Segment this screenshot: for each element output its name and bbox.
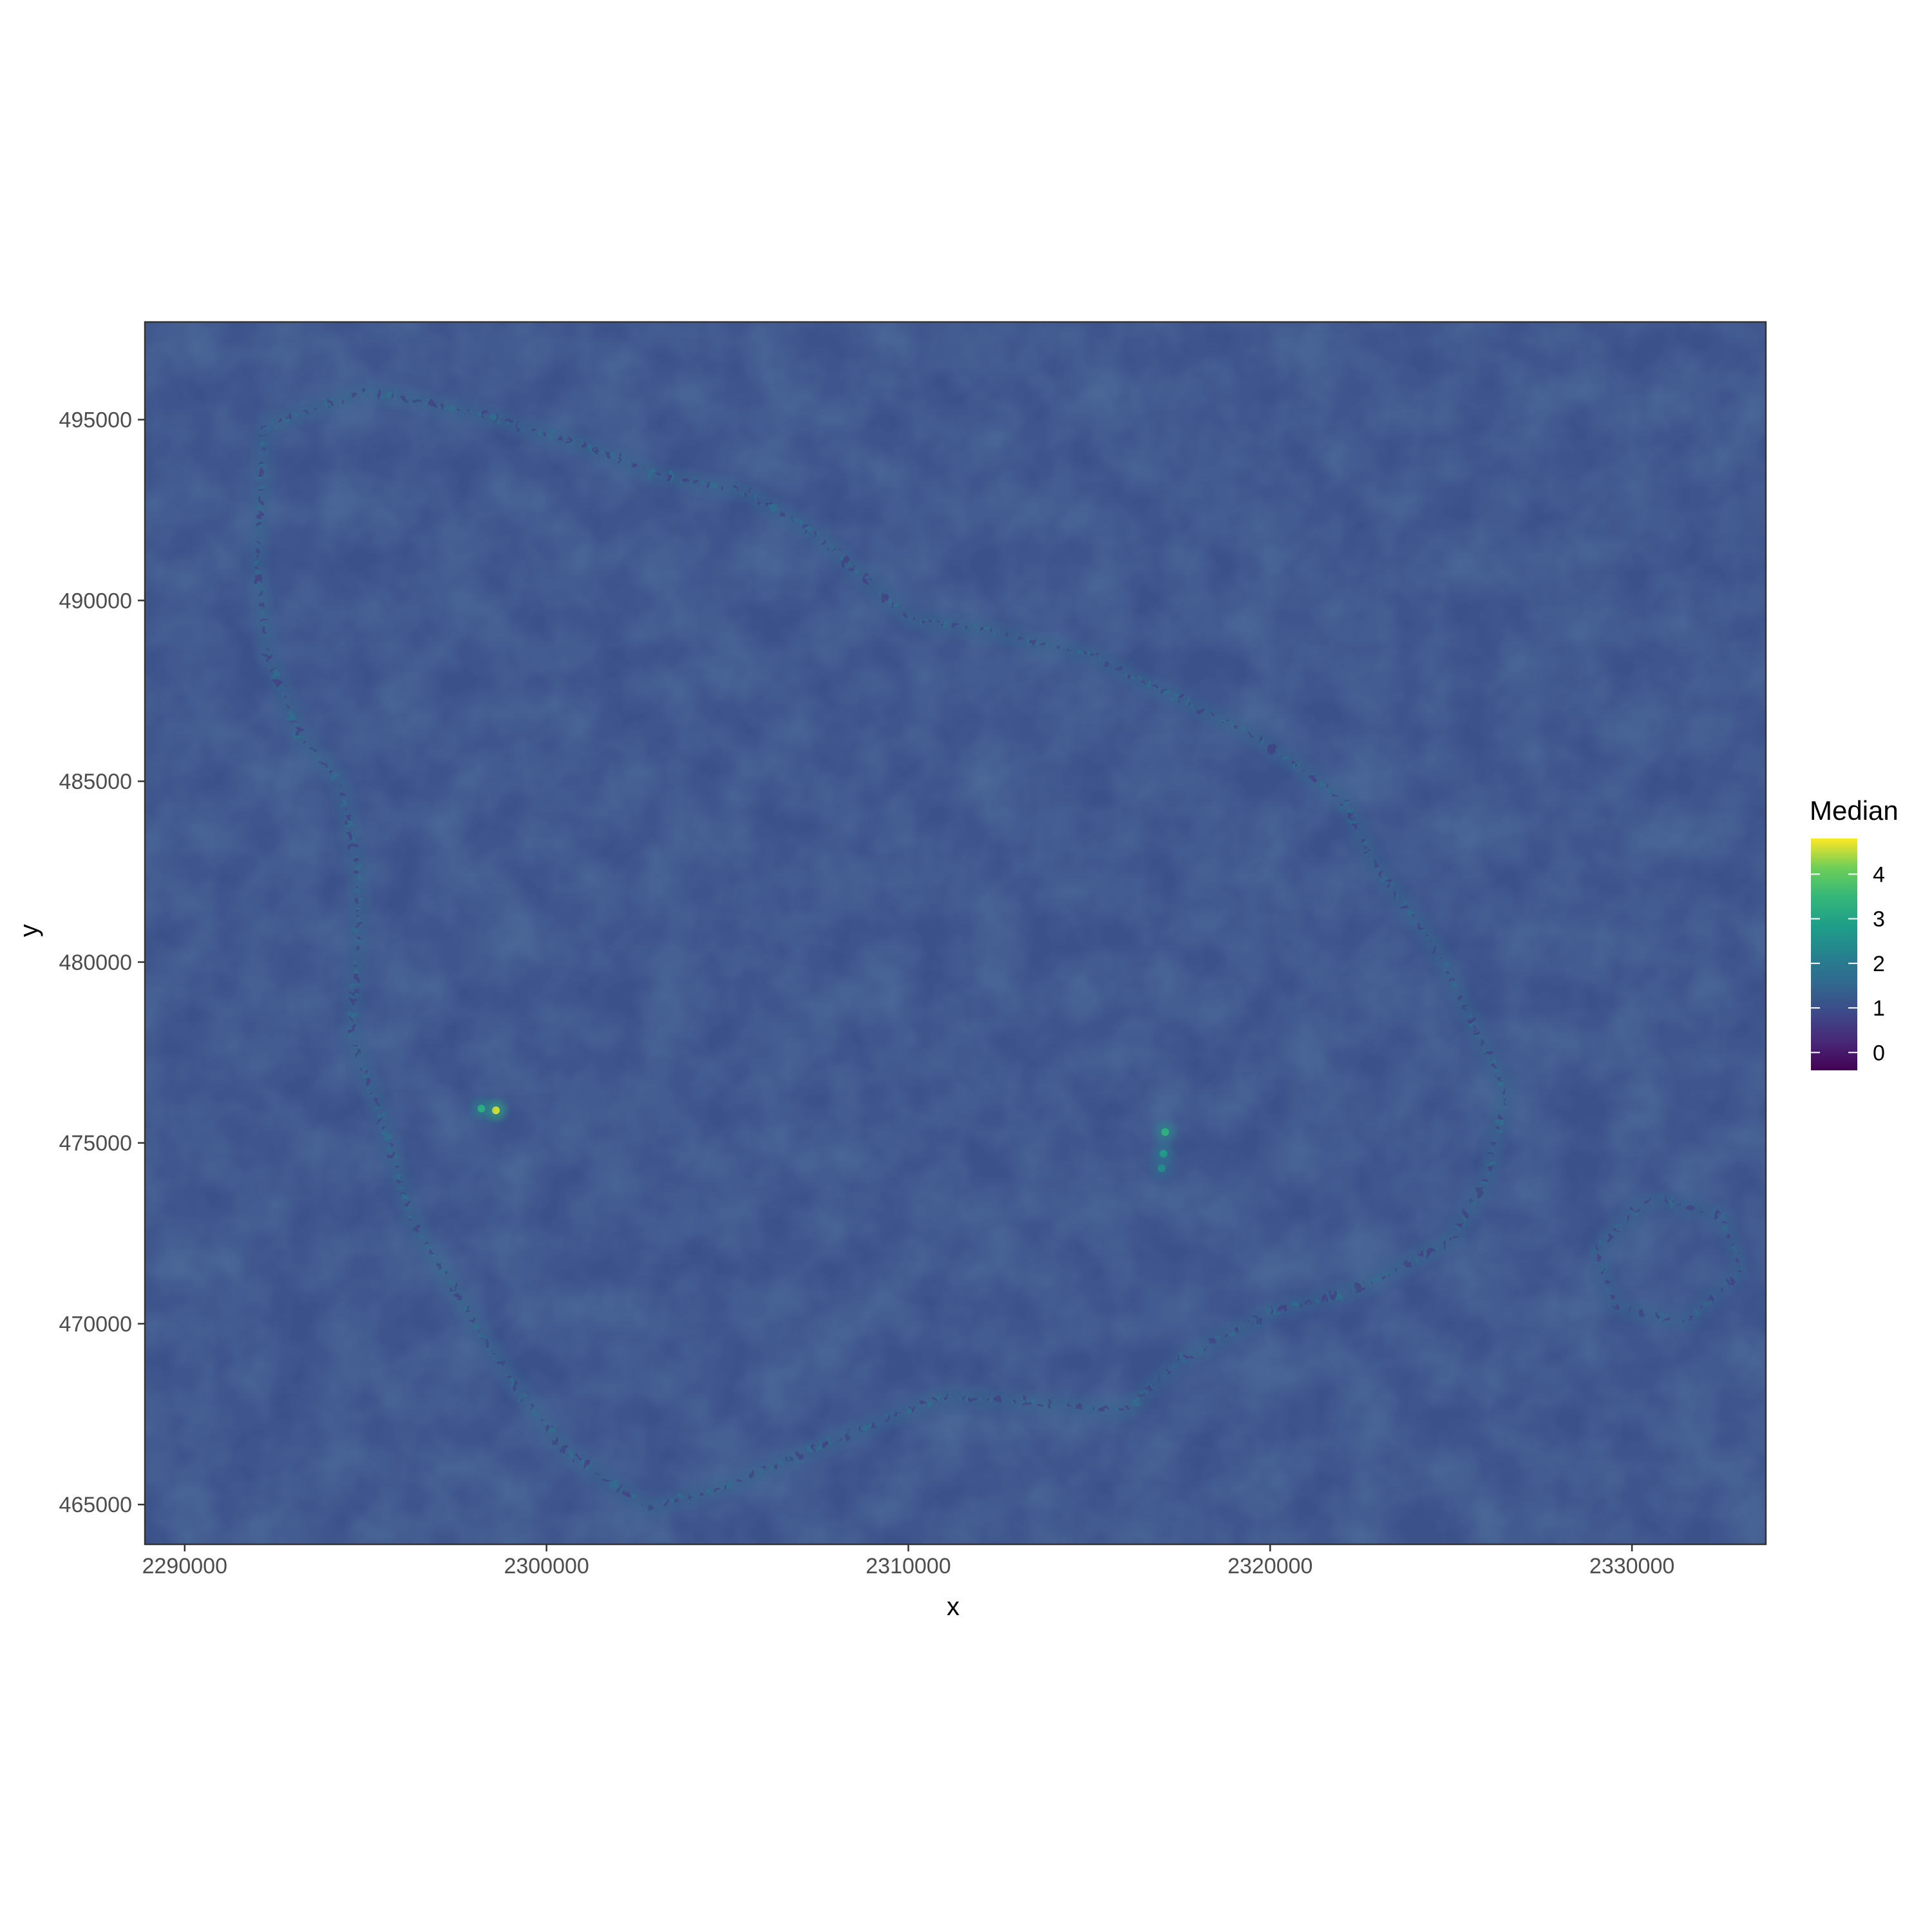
x-tick-label-0: 2290000: [142, 1554, 227, 1578]
panel-border: [144, 321, 1767, 1546]
legend-tick-label-0: 0: [1873, 1041, 1885, 1065]
x-tick-label-1: 2300000: [504, 1554, 589, 1578]
legend-colorbar: [1811, 838, 1857, 1070]
ring-speckle-light-1: [1592, 1194, 1744, 1327]
x-axis-title: x: [947, 1593, 960, 1621]
x-tick-label-2: 2310000: [866, 1554, 951, 1578]
legend-title: Median: [1810, 795, 1899, 826]
y-axis-title: y: [15, 924, 43, 937]
plot-panel: [144, 321, 1767, 1546]
y-tick-label-2: 475000: [59, 1132, 132, 1156]
legend-tick-label-4: 4: [1873, 862, 1885, 887]
legend-tick-label-1: 1: [1873, 996, 1885, 1021]
y-axis: 465000 470000 475000 480000 485000 490000 4950…: [59, 408, 145, 1517]
y-tick-label-4: 485000: [59, 770, 132, 794]
hotspot-4: [1161, 1128, 1170, 1136]
legend-ticks: 0 1 2 3 4: [1811, 862, 1885, 1065]
y-tick-label-3: 480000: [59, 951, 132, 975]
hotspot-5: [1159, 1150, 1168, 1158]
y-tick-label-6: 495000: [59, 408, 132, 433]
legend: Median 0 1 2 3 4: [1810, 795, 1899, 1070]
ring-speckle-dark-0: [254, 388, 1508, 1511]
y-tick-label-0: 465000: [59, 1493, 132, 1517]
hotspot-3: [477, 1104, 486, 1113]
hotspot-6: [1157, 1164, 1166, 1172]
y-tick-label-5: 490000: [59, 589, 132, 613]
x-tick-label-3: 2320000: [1227, 1554, 1312, 1578]
raster-features: [249, 382, 1749, 1517]
legend-tick-label-2: 2: [1873, 952, 1885, 976]
x-axis: 2290000 2300000 2310000 2320000 2330000: [142, 1544, 1674, 1578]
y-tick-label-1: 470000: [59, 1312, 132, 1336]
hotspot-2: [491, 1106, 500, 1115]
x-tick-label-4: 2330000: [1589, 1554, 1674, 1578]
raster-texture: [145, 322, 1766, 1544]
legend-tick-label-3: 3: [1873, 907, 1885, 932]
